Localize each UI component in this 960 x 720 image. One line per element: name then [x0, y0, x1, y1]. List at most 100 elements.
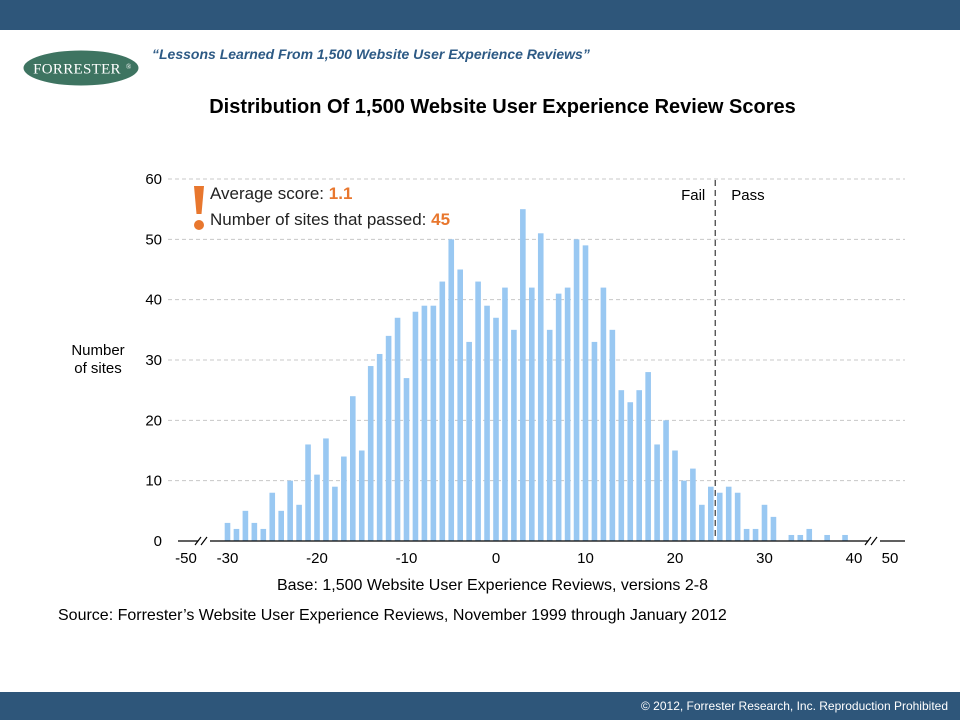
sites-passed-value: 45: [431, 210, 451, 229]
bar--28: [242, 510, 249, 541]
bar-39: [842, 534, 848, 541]
bar-16: [636, 390, 642, 541]
bar--12: [385, 335, 392, 541]
bar--25: [269, 492, 276, 541]
bar-18: [654, 444, 660, 541]
forrester-logo: FORRESTER ®: [22, 49, 140, 87]
bar-10: [582, 245, 589, 541]
x-tick-label-40: 40: [846, 550, 863, 567]
bar--5: [448, 239, 455, 542]
bar-3: [520, 209, 526, 541]
bar--23: [287, 480, 293, 541]
fail-label: Fail: [681, 187, 705, 204]
bar-27: [734, 492, 741, 541]
x-tick-label--20: -20: [306, 550, 328, 567]
y-tick-label-20: 20: [145, 412, 162, 429]
chart-title: Distribution Of 1,500 Website User Exper…: [209, 96, 796, 118]
bar-20: [672, 450, 678, 541]
logo-registered-mark: ®: [126, 63, 132, 71]
bar-23: [699, 504, 705, 541]
bar-25: [716, 492, 723, 541]
x-tick-label--10: -10: [396, 550, 418, 567]
bar-26: [725, 486, 732, 541]
bar-31: [770, 516, 777, 541]
bar-17: [645, 372, 651, 541]
x-tick-label--50: -50: [175, 550, 197, 567]
y-axis-label-line-1: Number: [71, 342, 125, 359]
bar--19: [323, 438, 329, 541]
bar--30: [224, 522, 231, 541]
bar-13: [609, 329, 616, 541]
y-tick-label-50: 50: [145, 231, 162, 248]
bar--17: [341, 456, 347, 541]
bar--29: [233, 528, 240, 541]
x-tick-label-30: 30: [756, 550, 773, 567]
bar-24: [708, 486, 714, 541]
pass-label: Pass: [731, 187, 764, 204]
source-note: Source: Forrester’s Website User Experie…: [58, 607, 727, 624]
exclamation-icon: [194, 186, 204, 230]
bar-15: [627, 402, 634, 541]
bar--22: [296, 504, 302, 541]
bar-11: [591, 341, 598, 541]
top-bar: [0, 0, 960, 30]
average-score-stat: Average score: 1.1: [210, 184, 352, 204]
bar--2: [475, 281, 481, 541]
x-tick-label-50: 50: [882, 550, 899, 567]
bar--27: [251, 522, 258, 541]
y-axis-label-line-2: of sites: [74, 360, 122, 377]
y-tick-label-30: 30: [145, 352, 162, 369]
x-tick-label--30: -30: [217, 550, 239, 567]
bar-12: [600, 287, 607, 541]
bar--21: [305, 444, 311, 541]
x-tick-label-10: 10: [577, 550, 594, 567]
bar-4: [529, 287, 535, 541]
bar-35: [806, 528, 813, 541]
bar--1: [484, 305, 490, 541]
copyright-text: © 2012, Forrester Research, Inc. Reprodu…: [641, 699, 948, 713]
bar-0: [493, 317, 499, 541]
bottom-bar: © 2012, Forrester Research, Inc. Reprodu…: [0, 692, 960, 720]
bar--3: [466, 341, 472, 541]
bar-8: [564, 287, 571, 541]
bar-6: [546, 329, 553, 541]
x-tick-label-0: 0: [492, 550, 500, 567]
x-axis-break-left-b: [200, 536, 208, 546]
bar--16: [350, 396, 356, 541]
bar-14: [618, 390, 625, 541]
bar-7: [555, 293, 562, 541]
bar-21: [681, 480, 687, 541]
subtitle: “Lessons Learned From 1,500 Website User…: [152, 46, 590, 62]
bar-5: [537, 233, 544, 542]
bar-9: [573, 239, 580, 542]
bar--11: [394, 317, 401, 541]
bar-37: [824, 534, 830, 541]
bar--9: [412, 311, 419, 541]
bar--15: [358, 450, 365, 541]
bar--8: [421, 305, 428, 541]
sites-passed-label: Number of sites that passed:: [210, 210, 432, 229]
y-axis-label: Number of sites: [60, 342, 136, 378]
logo-text: FORRESTER: [33, 62, 121, 78]
bar-33: [788, 534, 795, 541]
x-tick-label-20: 20: [667, 550, 684, 567]
average-score-label: Average score:: [210, 184, 329, 203]
bar-1: [502, 287, 508, 541]
bar--14: [367, 366, 374, 541]
bar-2: [511, 329, 517, 541]
average-score-value: 1.1: [328, 184, 353, 203]
y-tick-label-10: 10: [145, 473, 162, 490]
bar--18: [332, 486, 338, 541]
bar-29: [752, 528, 759, 541]
bar--20: [314, 474, 320, 541]
bar--7: [430, 305, 437, 541]
x-axis-break-right-a: [864, 536, 872, 546]
bar-30: [761, 504, 768, 541]
bar-22: [690, 468, 696, 541]
bar--10: [403, 378, 410, 541]
bar--26: [260, 528, 267, 541]
x-axis-break-right-b: [870, 536, 878, 546]
bar--13: [376, 353, 383, 541]
base-note: Base: 1,500 Website User Experience Revi…: [276, 577, 708, 594]
bar-34: [797, 534, 804, 541]
